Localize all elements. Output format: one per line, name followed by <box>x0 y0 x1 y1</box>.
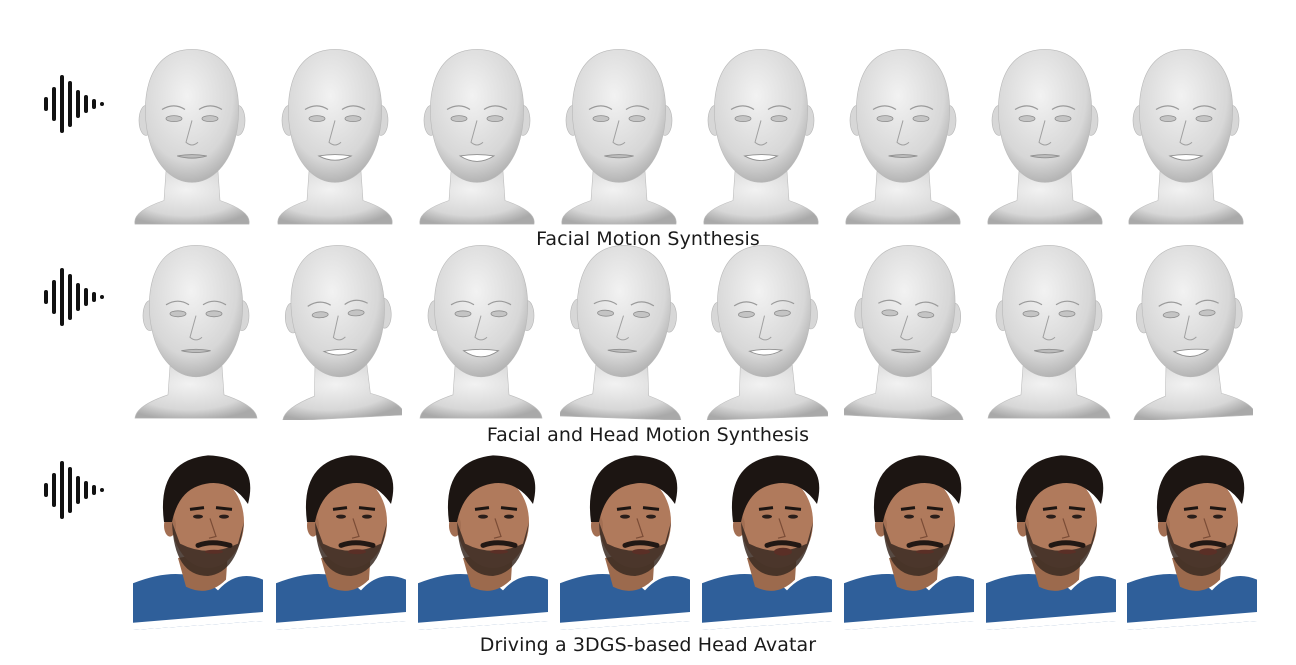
mesh-head-frame <box>419 49 535 225</box>
waveform-bar <box>84 481 88 499</box>
waveform-bar <box>92 292 96 302</box>
mesh-head-frame <box>845 49 961 225</box>
waveform-bar <box>52 280 56 314</box>
avatar-frame <box>133 455 263 630</box>
waveform-bar <box>44 483 48 497</box>
waveform-bar <box>60 461 64 519</box>
waveform-bar <box>100 488 104 492</box>
waveform-bar <box>52 473 56 507</box>
caption-facial-motion-synthesis: Facial Motion Synthesis <box>536 228 760 250</box>
waveform-bar <box>92 485 96 495</box>
mesh-head-frame <box>844 245 964 420</box>
waveform-bar <box>84 95 88 113</box>
mesh-head-frame <box>419 245 543 419</box>
waveform-bar <box>76 283 80 311</box>
waveform-bar <box>68 467 72 513</box>
avatar-frame <box>418 455 548 630</box>
avatar-frame <box>276 455 406 630</box>
caption-facial-head-motion-synthesis: Facial and Head Motion Synthesis <box>486 424 810 446</box>
mesh-head-frame <box>1128 49 1244 225</box>
mesh-head-frame <box>987 245 1111 419</box>
mesh-head-frame <box>706 245 828 420</box>
waveform-bar <box>44 97 48 111</box>
mesh-head-frame <box>703 49 819 225</box>
waveform-bar <box>44 290 48 304</box>
waveform-bar <box>60 75 64 133</box>
mesh-head-frame <box>561 49 677 225</box>
audio-waveform-icon <box>44 461 104 519</box>
audio-waveform-icon <box>44 268 104 326</box>
waveform-bar <box>68 81 72 127</box>
waveform-bar <box>100 102 104 106</box>
mesh-head-frame <box>277 49 393 225</box>
row-facial-motion: Facial Motion Synthesis <box>0 0 1296 250</box>
waveform-bar <box>84 288 88 306</box>
caption-driving-3dgs-head-avatar: Driving a 3DGS-based Head Avatar <box>479 634 817 656</box>
avatar-frame <box>560 455 690 630</box>
mesh-head-frame <box>282 245 402 420</box>
mesh-head-frame <box>134 245 258 419</box>
waveform-bar <box>60 268 64 326</box>
row-facial-head-motion: Facial and Head Motion Synthesis <box>44 245 1253 446</box>
waveform-bar <box>52 87 56 121</box>
waveform-bar <box>92 99 96 109</box>
avatar-frame <box>986 455 1116 630</box>
audio-waveform-icon <box>44 75 104 133</box>
waveform-bar <box>100 295 104 299</box>
waveform-bar <box>76 476 80 504</box>
mesh-head-frame <box>560 245 682 420</box>
waveform-bar <box>76 90 80 118</box>
mesh-head-frame <box>134 49 250 225</box>
avatar-frame <box>844 455 974 630</box>
waveform-bar <box>68 274 72 320</box>
mesh-head-frame <box>987 49 1103 225</box>
mesh-head-frame <box>1133 245 1253 420</box>
avatar-frame <box>702 455 832 630</box>
avatar-frame <box>1127 455 1257 630</box>
